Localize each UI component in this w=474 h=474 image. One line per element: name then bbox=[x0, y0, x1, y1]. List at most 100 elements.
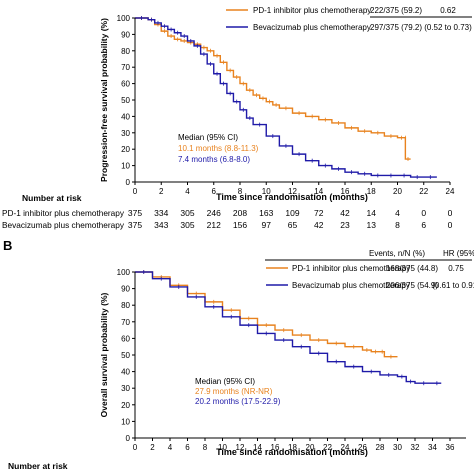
x-tick-label: 14 bbox=[253, 443, 262, 452]
panel-a-ylabel: Progression-free survival probability (%… bbox=[99, 18, 109, 182]
x-tick-label: 4 bbox=[185, 187, 190, 196]
x-tick-label: 34 bbox=[428, 443, 437, 452]
x-tick-label: 36 bbox=[446, 443, 455, 452]
x-tick-label: 16 bbox=[271, 443, 280, 452]
risk-label-pd1-a: PD-1 inhibitor plus chemotherapy bbox=[2, 208, 125, 218]
legend-hr-a: 0.62 bbox=[440, 6, 456, 15]
risk-value: 72 bbox=[314, 208, 324, 218]
legend-events-bev: 297/375 (79.2) bbox=[370, 23, 422, 32]
y-tick-label: 50 bbox=[121, 96, 130, 105]
y-tick-label: 50 bbox=[121, 351, 130, 360]
risk-value: 42 bbox=[340, 208, 350, 218]
panel-b-ylabel: Overall survival probability (%) bbox=[99, 292, 109, 417]
y-tick-label: 40 bbox=[121, 112, 130, 121]
legend-label-bev: Bevacizumab plus chemotherapy bbox=[253, 23, 371, 32]
panel-a: Progression-free survival probability (%… bbox=[2, 6, 472, 230]
risk-value: 8 bbox=[395, 220, 400, 230]
risk-value: 156 bbox=[233, 220, 247, 230]
x-tick-label: 2 bbox=[159, 187, 164, 196]
legend-events-pd1: 222/375 (59.2) bbox=[370, 6, 422, 15]
median-bev-b: 20.2 months (17.5-22.9) bbox=[195, 397, 281, 406]
x-tick-label: 6 bbox=[185, 443, 190, 452]
panel-a-curves bbox=[135, 16, 437, 180]
risk-value: 343 bbox=[154, 220, 168, 230]
legend-header-hr-b: HR (95% CI) bbox=[443, 249, 474, 258]
y-tick-label: 90 bbox=[121, 30, 130, 39]
risk-value: 23 bbox=[340, 220, 350, 230]
risk-value: 4 bbox=[395, 208, 400, 218]
x-tick-label: 18 bbox=[288, 443, 297, 452]
legend-hr-b: 0.75 bbox=[448, 264, 464, 273]
y-tick-label: 40 bbox=[121, 368, 130, 377]
median-pd1-a: 10.1 months (8.8-11.3) bbox=[178, 144, 259, 153]
risk-title-b: Number at risk bbox=[8, 461, 68, 471]
x-tick-label: 0 bbox=[133, 187, 138, 196]
x-tick-label: 28 bbox=[376, 443, 385, 452]
km-curve-bev bbox=[135, 271, 442, 384]
y-tick-label: 30 bbox=[121, 384, 130, 393]
y-tick-label: 10 bbox=[121, 162, 130, 171]
y-tick-label: 30 bbox=[121, 129, 130, 138]
legend-label-bev-b: Bevacizumab plus chemotherapy bbox=[292, 281, 410, 290]
risk-value: 0 bbox=[448, 208, 453, 218]
risk-value: 212 bbox=[207, 220, 221, 230]
y-tick-label: 20 bbox=[121, 145, 130, 154]
risk-value: 0 bbox=[421, 208, 426, 218]
y-tick-label: 60 bbox=[121, 334, 130, 343]
panel-b-curves bbox=[135, 270, 442, 386]
risk-value: 246 bbox=[207, 208, 221, 218]
risk-label-bev-a: Bevacizumab plus chemotherapy bbox=[2, 220, 125, 230]
x-tick-label: 24 bbox=[341, 443, 350, 452]
y-tick-label: 90 bbox=[121, 285, 130, 294]
legend-ci-b: (0.61 to 0.91) bbox=[432, 281, 474, 290]
x-tick-label: 26 bbox=[358, 443, 367, 452]
legend-label-pd1: PD-1 inhibitor plus chemotherapy bbox=[253, 6, 371, 15]
panel-b-legend: PD-1 inhibitor plus chemotherapy 168/375… bbox=[266, 264, 474, 290]
risk-value: 208 bbox=[233, 208, 247, 218]
x-tick-label: 0 bbox=[133, 443, 138, 452]
y-tick-label: 10 bbox=[121, 417, 130, 426]
x-tick-label: 12 bbox=[288, 187, 297, 196]
x-tick-label: 16 bbox=[341, 187, 350, 196]
panel-a-median-box: Median (95% CI) 10.1 months (8.8-11.3) 7… bbox=[178, 133, 259, 164]
y-tick-label: 80 bbox=[121, 301, 130, 310]
risk-value: 0 bbox=[448, 220, 453, 230]
x-tick-label: 20 bbox=[393, 187, 402, 196]
legend-events-pd1-b: 168/375 (44.8) bbox=[386, 264, 438, 273]
y-tick-label: 100 bbox=[117, 268, 131, 277]
panel-b-ticks: 0 2 4 6 8 10 12 14 16 18 20 22 24 26 28 30 32 34 360102030… bbox=[117, 268, 455, 452]
panel-b-label: B bbox=[3, 238, 12, 253]
x-tick-label: 30 bbox=[393, 443, 402, 452]
y-tick-label: 0 bbox=[126, 434, 131, 443]
median-title-a: Median (95% CI) bbox=[178, 133, 238, 142]
risk-value: 375 bbox=[128, 208, 142, 218]
legend-events-bev-b: 206/375 (54.9) bbox=[386, 281, 438, 290]
y-tick-label: 70 bbox=[121, 318, 130, 327]
panel-b-xlabel: Time since randomisation (months) bbox=[216, 447, 368, 457]
legend-header-events-b: Events, n/N (%) bbox=[369, 249, 425, 258]
risk-value: 163 bbox=[259, 208, 273, 218]
x-tick-label: 18 bbox=[367, 187, 376, 196]
panel-a-xlabel: Time since randomisation (months) bbox=[216, 192, 368, 202]
panel-a-legend: PD-1 inhibitor plus chemotherapy 222/375… bbox=[226, 6, 472, 32]
panel-b-median-box: Median (95% CI) 27.9 months (NR-NR) 20.2… bbox=[195, 377, 281, 406]
risk-value: 14 bbox=[367, 208, 377, 218]
risk-value: 334 bbox=[154, 208, 168, 218]
legend-ci-a: (0.52 to 0.73) bbox=[424, 23, 472, 32]
x-tick-label: 10 bbox=[218, 443, 227, 452]
risk-value: 42 bbox=[314, 220, 324, 230]
risk-value: 305 bbox=[180, 220, 194, 230]
median-bev-a: 7.4 months (6.8-8.0) bbox=[178, 155, 250, 164]
y-tick-label: 100 bbox=[117, 14, 131, 23]
risk-value: 65 bbox=[288, 220, 298, 230]
panel-a-risk-values: 375 334 305 246 208 163 109 72 42 14 4 0 0 375 343 305 2… bbox=[128, 208, 453, 230]
x-tick-label: 14 bbox=[314, 187, 323, 196]
risk-value: 375 bbox=[128, 220, 142, 230]
panel-b: B Events, n/N (%) HR (95% CI) Overall su… bbox=[3, 238, 474, 471]
x-tick-label: 24 bbox=[446, 187, 455, 196]
x-tick-label: 12 bbox=[236, 443, 245, 452]
x-tick-label: 20 bbox=[306, 443, 315, 452]
median-title-b: Median (95% CI) bbox=[195, 377, 255, 386]
y-tick-label: 20 bbox=[121, 401, 130, 410]
